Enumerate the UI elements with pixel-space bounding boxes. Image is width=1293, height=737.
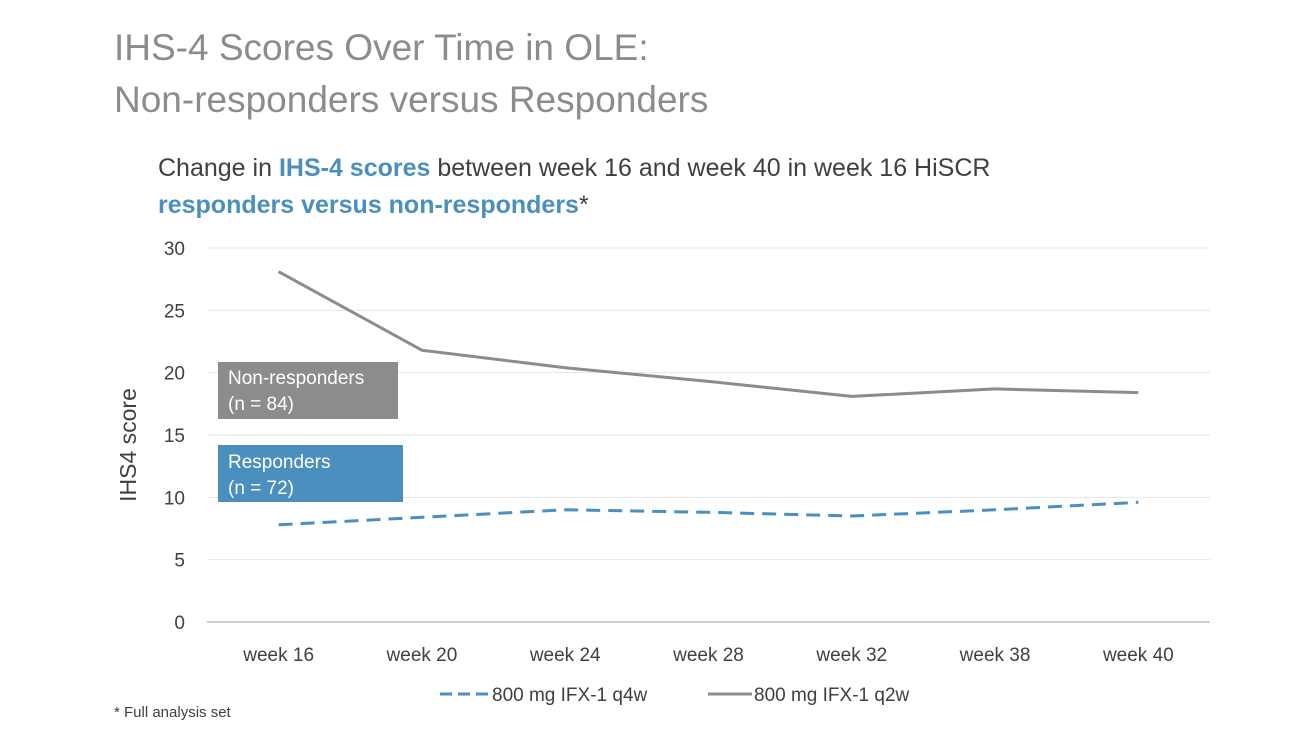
annotation-non-responders-box <box>218 362 398 419</box>
slide-title: IHS-4 Scores Over Time in OLE: Non-respo… <box>114 22 708 126</box>
subtitle-part-1: Change in <box>158 154 279 182</box>
y-axis-ticks: 0 5 10 15 20 25 30 <box>164 239 185 634</box>
y-tick-label: 25 <box>164 301 185 322</box>
x-tick-label: week 32 <box>815 645 887 666</box>
x-tick-label: week 40 <box>1102 645 1174 666</box>
series-lines <box>277 270 1139 527</box>
annotation-responders-box <box>218 445 403 502</box>
y-tick-label: 0 <box>174 613 185 634</box>
footnote: * Full analysis set <box>114 704 231 721</box>
annotation-non-responders: Non-responders (n = 84) <box>218 362 398 419</box>
title-line-1: IHS-4 Scores Over Time in OLE: <box>114 27 649 68</box>
x-tick-label: week 20 <box>386 645 458 666</box>
annotation-responders: Responders (n = 72) <box>218 445 403 502</box>
legend-label-q4w: 800 mg IFX-1 q4w <box>492 685 648 706</box>
annotation-non-responders-label: Non-responders <box>228 368 364 389</box>
y-tick-label: 15 <box>164 426 185 447</box>
x-tick-label: week 38 <box>959 645 1031 666</box>
x-tick-label: week 28 <box>672 645 744 666</box>
title-line-2: Non-responders versus Responders <box>114 79 709 120</box>
legend-label-q2w: 800 mg IFX-1 q2w <box>754 685 910 706</box>
y-tick-label: 30 <box>164 239 185 260</box>
annotation-non-responders-count: (n = 84) <box>228 394 294 415</box>
chart-subtitle: Change in IHS-4 scores between week 16 a… <box>158 150 990 224</box>
subtitle-highlight-ihs4: IHS-4 scores <box>278 154 431 182</box>
y-tick-label: 20 <box>164 364 185 385</box>
series-line-q4w <box>278 500 1139 527</box>
subtitle-part-3: between week 16 and week 40 in week 16 H… <box>430 154 991 182</box>
annotation-responders-count: (n = 72) <box>228 478 294 499</box>
annotation-responders-label: Responders <box>228 452 330 473</box>
x-axis-ticks: week 16 week 20 week 24 week 28 week 32 week … <box>242 645 1173 666</box>
y-tick-label: 10 <box>164 488 185 509</box>
series-line-q2w <box>277 270 1139 398</box>
y-tick-label: 5 <box>174 551 185 572</box>
y-axis-title: IHS4 score <box>115 388 141 502</box>
x-tick-label: week 24 <box>529 645 601 666</box>
subtitle-asterisk: * <box>578 191 589 219</box>
x-tick-label: week 16 <box>242 645 314 666</box>
legend: 800 mg IFX-1 q4w 800 mg IFX-1 q2w <box>440 685 910 706</box>
subtitle-highlight-responders: responders versus non-responders <box>158 191 579 219</box>
